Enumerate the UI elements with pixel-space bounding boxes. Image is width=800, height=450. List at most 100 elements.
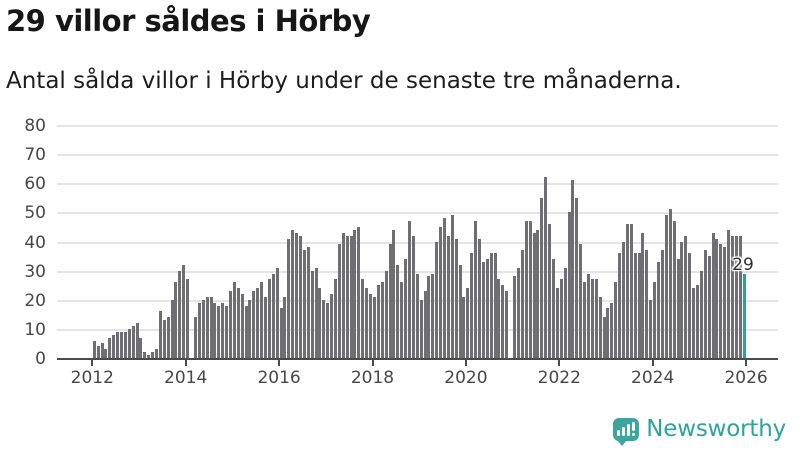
month-bar [244, 305, 248, 358]
month-bar [454, 238, 458, 358]
month-bar [174, 282, 178, 358]
month-bar [548, 224, 552, 358]
y-gridline [57, 270, 778, 273]
y-axis-tick-label: 0 [35, 349, 46, 369]
month-bar [283, 296, 287, 358]
month-bar [232, 282, 236, 358]
month-bar [388, 244, 392, 358]
last-value-data-label: 29 [732, 254, 754, 275]
month-bar [263, 296, 267, 358]
month-bar [703, 250, 707, 358]
month-bar [225, 305, 229, 358]
month-bar [645, 250, 649, 358]
month-bar [326, 302, 330, 358]
month-bar [707, 256, 711, 358]
month-bar [143, 352, 147, 358]
x-axis-year-label: 2026 [724, 368, 768, 388]
month-bar [287, 238, 291, 358]
month-bar [372, 296, 376, 358]
month-bar [116, 331, 120, 358]
month-bar [396, 264, 400, 358]
month-bar [151, 352, 155, 358]
month-bar [668, 209, 672, 358]
month-bar [532, 232, 536, 358]
month-bar [170, 299, 174, 358]
month-bar [676, 258, 680, 358]
month-bar [353, 229, 357, 358]
month-bar [711, 232, 715, 358]
month-bar [295, 232, 299, 358]
month-bar [520, 250, 524, 358]
month-bar [306, 247, 310, 358]
month-bar [131, 325, 135, 358]
month-bar [462, 296, 466, 358]
y-axis-tick-label: 80 [24, 116, 46, 136]
y-axis-tick-label: 70 [24, 145, 46, 166]
x-axis-year-label: 2022 [537, 368, 581, 388]
month-bar [182, 264, 186, 358]
month-bar [271, 273, 275, 358]
month-bar [361, 279, 365, 358]
x-axis-year-label: 2018 [350, 368, 395, 388]
month-bar [727, 229, 731, 358]
month-bar [411, 235, 415, 358]
month-bar [197, 302, 201, 358]
month-bar [695, 285, 699, 358]
x-axis-year-label: 2020 [444, 368, 488, 388]
month-bar [248, 299, 252, 358]
month-bar [392, 229, 396, 358]
x-axis-tick [745, 360, 748, 366]
month-bar [92, 340, 96, 358]
month-bar [719, 244, 723, 358]
month-bar [123, 331, 127, 358]
month-bar [485, 258, 489, 358]
month-bar [427, 276, 431, 358]
month-bar [279, 308, 283, 358]
x-axis-line [57, 358, 778, 360]
month-bar [660, 250, 664, 358]
month-bar [334, 279, 338, 358]
month-bar [594, 279, 598, 358]
month-bar [112, 334, 116, 358]
month-bar [586, 273, 590, 358]
x-axis-tick [464, 360, 467, 366]
month-bar [260, 282, 264, 358]
y-axis-tick-label: 40 [24, 232, 46, 253]
month-bar [108, 337, 112, 358]
month-bar [528, 221, 532, 358]
month-bar [155, 349, 158, 358]
month-bar [341, 232, 345, 358]
month-bar [458, 264, 462, 358]
month-bar [450, 215, 454, 358]
month-bar [657, 261, 661, 358]
month-bar [119, 331, 123, 358]
month-bar [139, 337, 143, 358]
month-bar [715, 238, 719, 358]
month-bar [322, 299, 326, 358]
month-bar [193, 317, 197, 358]
month-bar [236, 288, 240, 358]
month-bar [404, 258, 408, 358]
month-bar [598, 296, 602, 358]
month-bar [680, 241, 684, 358]
month-bar [540, 197, 544, 358]
y-axis-tick-label: 60 [24, 174, 46, 195]
month-bar [513, 276, 517, 358]
x-axis-tick [371, 360, 374, 366]
y-axis-tick-label: 10 [24, 319, 46, 340]
y-gridline [57, 241, 778, 244]
newsworthy-speech-bubble-chart-icon [613, 417, 640, 446]
month-bar [618, 253, 622, 358]
month-bar [267, 279, 271, 358]
month-bar [423, 291, 427, 358]
month-bar [369, 293, 373, 358]
month-bar [610, 302, 614, 358]
chart-subtitle: Antal sålda villor i Hörby under de sena… [6, 68, 682, 94]
x-axis-tick [651, 360, 654, 366]
month-bar [602, 317, 606, 358]
y-gridline [57, 212, 778, 215]
newsworthy-logo: Newsworthy [613, 416, 786, 446]
month-bar [555, 288, 559, 358]
month-bar [536, 229, 540, 358]
